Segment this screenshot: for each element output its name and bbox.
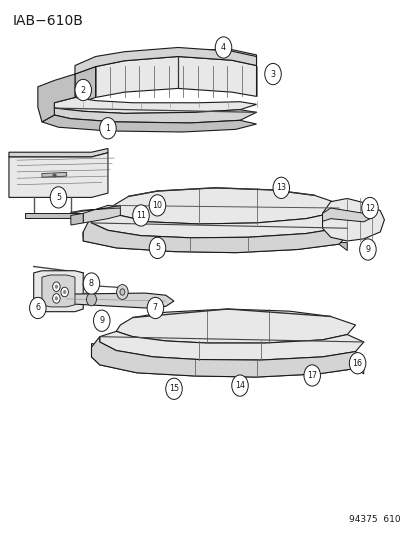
Text: 3: 3 xyxy=(270,70,275,78)
Polygon shape xyxy=(33,271,83,312)
Circle shape xyxy=(50,187,66,208)
Text: 16: 16 xyxy=(352,359,362,368)
Circle shape xyxy=(52,294,60,303)
Circle shape xyxy=(215,37,231,58)
Text: IAB−610B: IAB−610B xyxy=(13,14,84,28)
Polygon shape xyxy=(95,56,256,98)
Circle shape xyxy=(165,378,182,399)
Circle shape xyxy=(133,205,149,226)
Polygon shape xyxy=(95,50,256,67)
Polygon shape xyxy=(322,208,371,222)
Text: 14: 14 xyxy=(235,381,244,390)
Text: 8: 8 xyxy=(89,279,94,288)
Polygon shape xyxy=(83,205,120,223)
Text: 9: 9 xyxy=(99,316,104,325)
Text: 17: 17 xyxy=(306,371,316,380)
Polygon shape xyxy=(83,232,347,253)
Polygon shape xyxy=(75,67,95,104)
Circle shape xyxy=(361,197,377,219)
Polygon shape xyxy=(91,209,347,238)
Polygon shape xyxy=(38,74,75,122)
Text: 10: 10 xyxy=(152,201,162,210)
Circle shape xyxy=(303,365,320,386)
Circle shape xyxy=(116,285,128,300)
Circle shape xyxy=(100,118,116,139)
Polygon shape xyxy=(25,213,83,217)
Polygon shape xyxy=(42,172,66,177)
Polygon shape xyxy=(66,293,173,308)
Circle shape xyxy=(83,273,100,294)
Text: 15: 15 xyxy=(169,384,178,393)
Circle shape xyxy=(231,375,248,396)
Text: 94375  610: 94375 610 xyxy=(349,515,400,524)
Circle shape xyxy=(359,239,375,260)
Circle shape xyxy=(149,237,165,259)
Text: 9: 9 xyxy=(365,245,370,254)
Polygon shape xyxy=(322,198,384,241)
Polygon shape xyxy=(108,188,338,224)
Circle shape xyxy=(52,282,60,292)
Circle shape xyxy=(149,195,165,216)
Circle shape xyxy=(349,353,365,374)
Polygon shape xyxy=(42,115,256,132)
Polygon shape xyxy=(9,153,108,197)
Text: 12: 12 xyxy=(364,204,374,213)
Circle shape xyxy=(63,290,66,294)
Text: 5: 5 xyxy=(154,244,160,253)
Polygon shape xyxy=(75,47,256,74)
Circle shape xyxy=(147,297,163,319)
Text: 7: 7 xyxy=(152,303,158,312)
Circle shape xyxy=(29,297,46,319)
Circle shape xyxy=(55,285,58,289)
Circle shape xyxy=(264,63,280,85)
Text: 6: 6 xyxy=(35,303,40,312)
Text: 2: 2 xyxy=(81,85,85,94)
Text: 5: 5 xyxy=(56,193,61,202)
Polygon shape xyxy=(71,213,83,225)
Text: 11: 11 xyxy=(135,211,146,220)
Polygon shape xyxy=(91,344,363,377)
Polygon shape xyxy=(83,215,347,253)
Polygon shape xyxy=(42,275,75,307)
Circle shape xyxy=(93,310,110,332)
Circle shape xyxy=(86,293,96,306)
Circle shape xyxy=(272,177,289,198)
Text: 13: 13 xyxy=(275,183,285,192)
Polygon shape xyxy=(54,98,256,114)
Text: 4: 4 xyxy=(221,43,225,52)
Polygon shape xyxy=(100,332,363,360)
Circle shape xyxy=(55,296,58,301)
Circle shape xyxy=(75,79,91,101)
Circle shape xyxy=(61,287,68,297)
Polygon shape xyxy=(54,108,256,123)
Polygon shape xyxy=(116,309,355,343)
Circle shape xyxy=(120,289,125,295)
Polygon shape xyxy=(71,206,120,213)
Polygon shape xyxy=(91,337,363,377)
Polygon shape xyxy=(9,149,108,157)
Text: 1: 1 xyxy=(105,124,110,133)
